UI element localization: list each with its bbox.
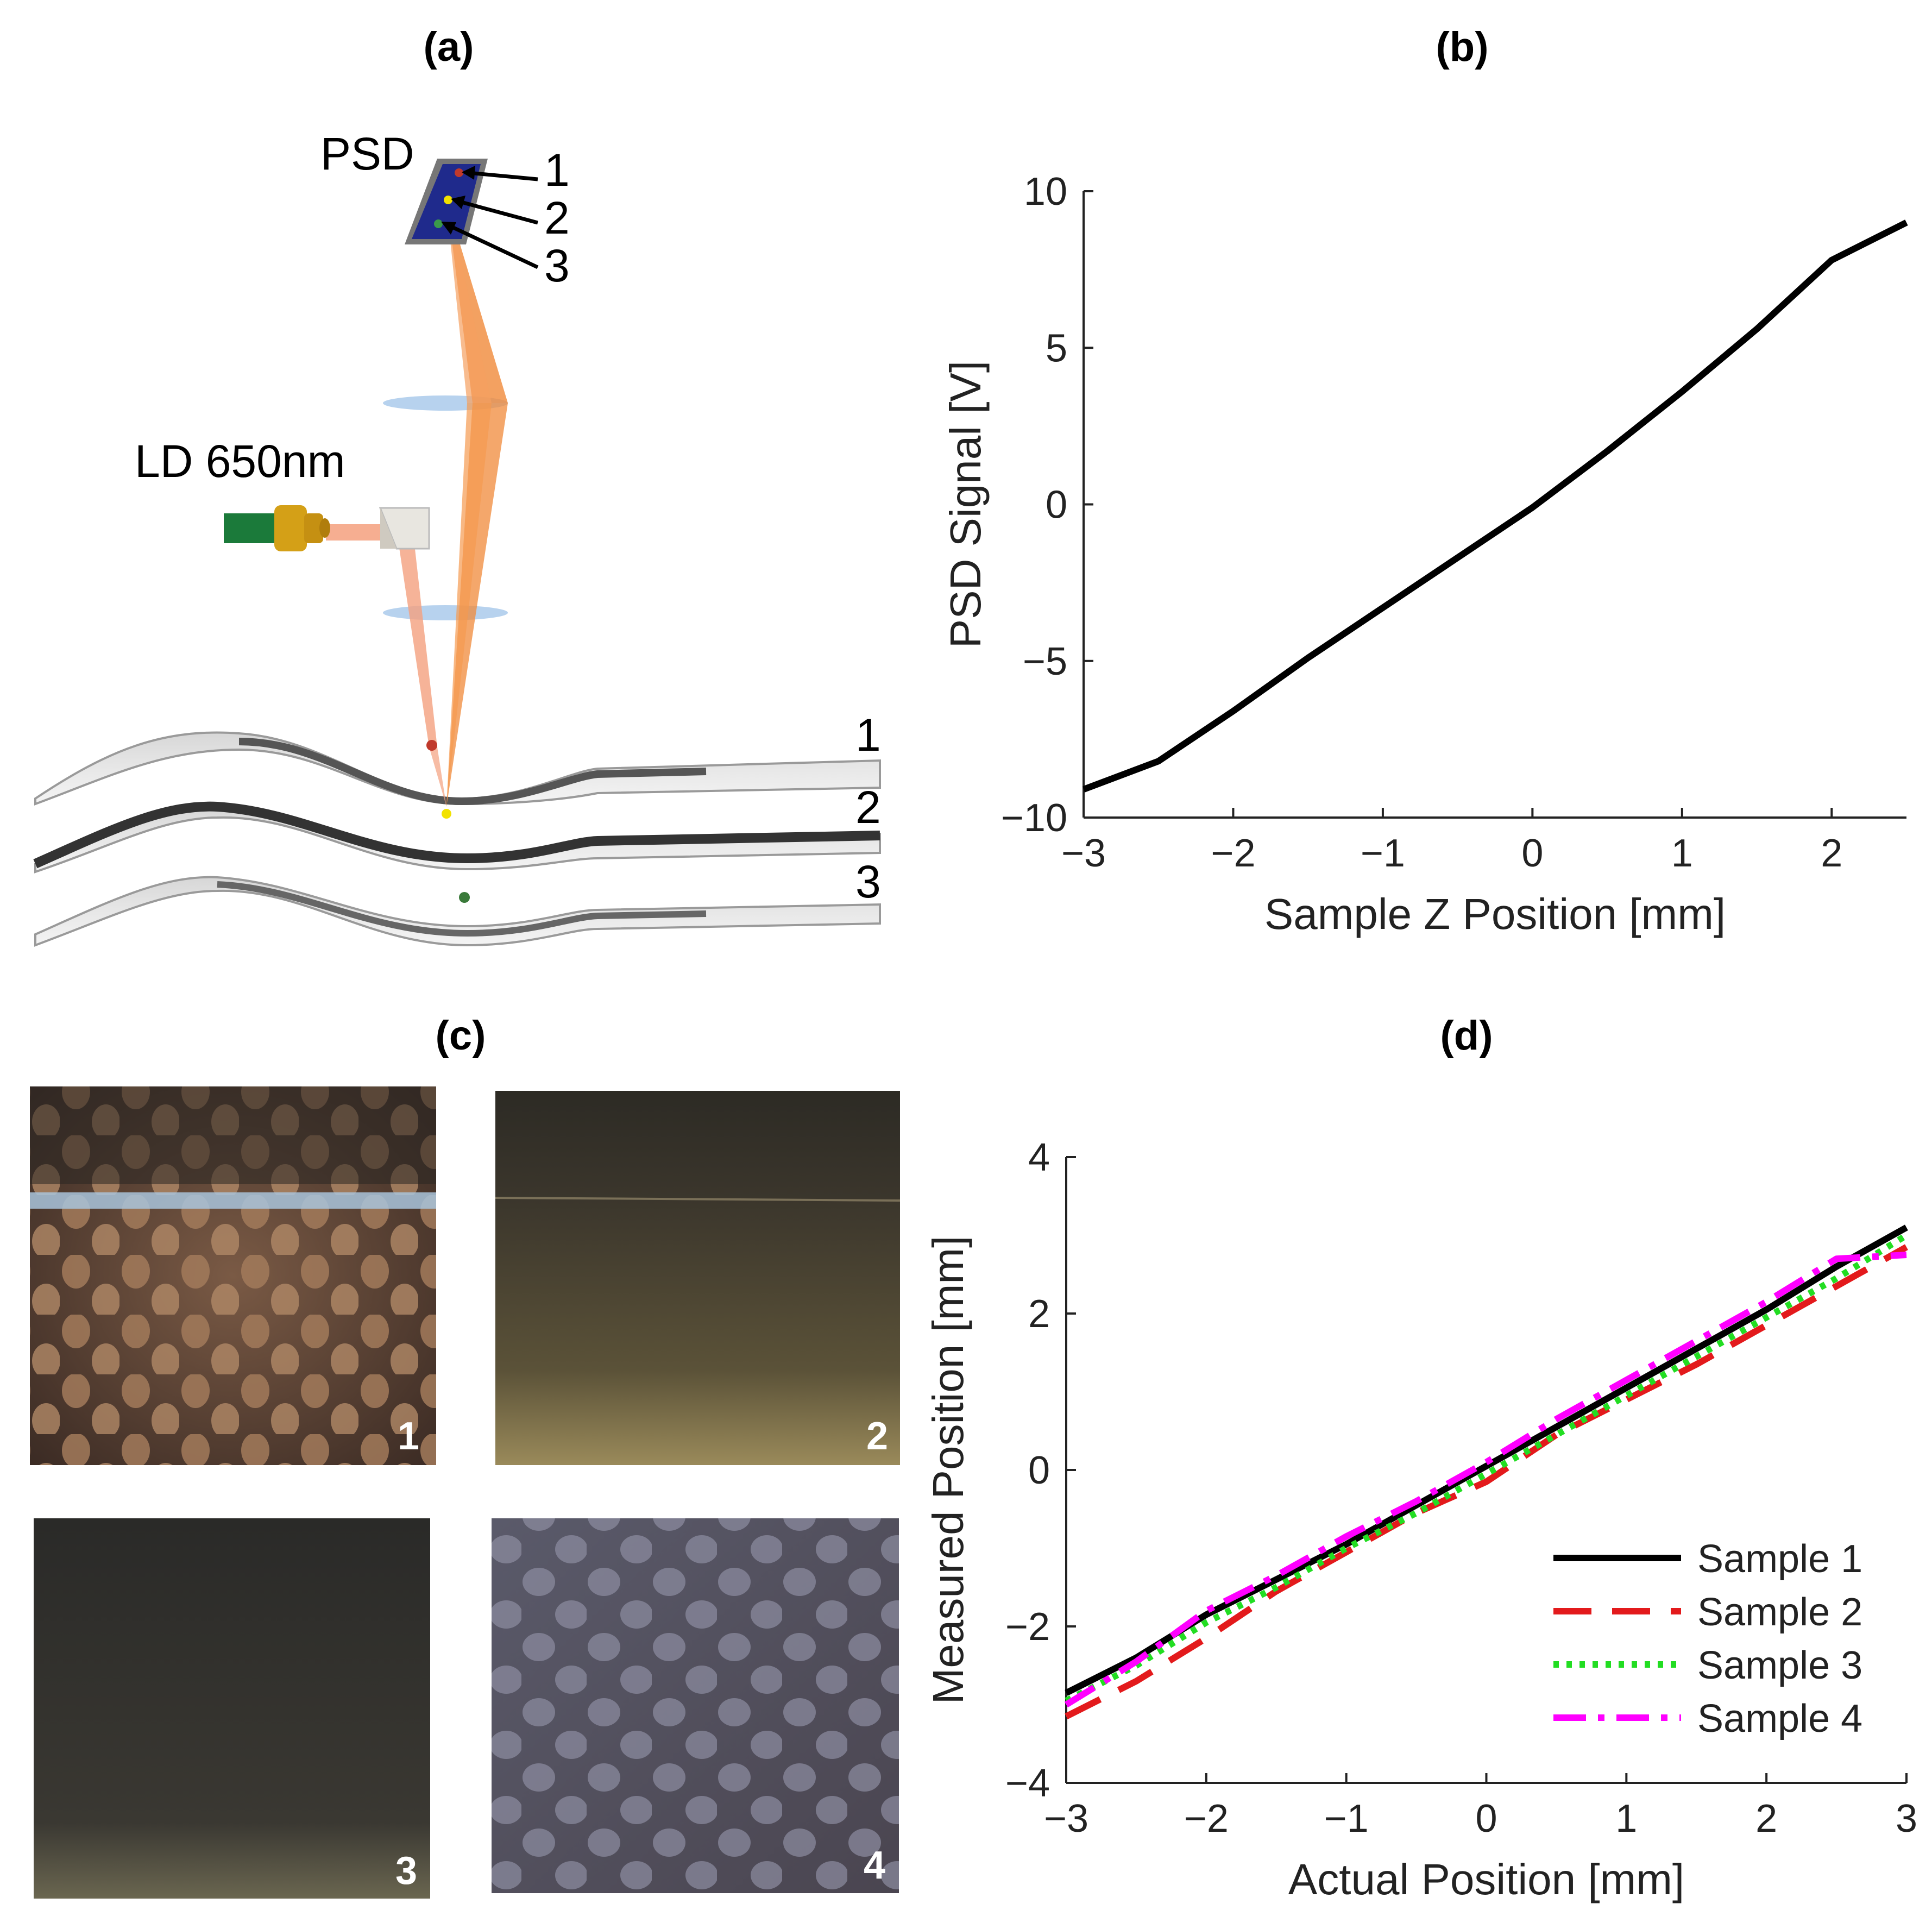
lower-lens — [383, 605, 508, 620]
legend-label-2: Sample 2 — [1697, 1591, 1862, 1634]
panel-c-photos: (c) 1 2 3 4 — [30, 1013, 901, 1899]
x-tick-label: 2 — [1755, 1797, 1777, 1840]
x-tick-label: −1 — [1324, 1797, 1369, 1840]
psd-detector — [405, 159, 488, 244]
y-tick-label: −4 — [1005, 1762, 1050, 1805]
legend-label-3: Sample 3 — [1697, 1644, 1862, 1687]
legend-label-4: Sample 4 — [1697, 1697, 1862, 1741]
y-axis-label: PSD Signal [V] — [941, 361, 990, 648]
y-tick-label: −2 — [1005, 1605, 1050, 1649]
panel-d-label: (d) — [1440, 1013, 1493, 1059]
chart-d-plot: −4 −2 0 2 4 −3 −2 −1 0 1 2 3 Actual Position [mm] Mea… — [924, 1136, 1917, 1903]
psd-spot-label-1: 1 — [544, 144, 570, 196]
spot-surface-2 — [442, 809, 451, 819]
photo-sample-1 — [30, 1086, 436, 1465]
psd-spot-label-3: 3 — [544, 240, 570, 291]
panel-d-chart: (d) −4 −2 0 2 4 −3 −2 −1 0 1 2 3 Actual Position [mm… — [924, 1013, 1917, 1903]
ld-label: LD 650nm — [135, 436, 345, 487]
x-tick-label: 2 — [1821, 832, 1842, 875]
x-tick-label: 1 — [1671, 832, 1693, 875]
sample-surface-2 — [33, 801, 881, 874]
series-line-1 — [1065, 1224, 1908, 1696]
psd-spot-label-2: 2 — [544, 192, 570, 243]
photo-number-4: 4 — [864, 1844, 885, 1887]
sample-surface-3 — [34, 876, 881, 947]
x-tick-label: 3 — [1896, 1797, 1917, 1840]
y-tick-label: 5 — [1046, 326, 1067, 370]
x-tick-label: −3 — [1044, 1797, 1088, 1840]
y-tick-label: −5 — [1023, 640, 1067, 683]
y-tick-label: 10 — [1024, 170, 1067, 213]
x-tick-label: 0 — [1521, 832, 1543, 875]
detection-beam — [446, 224, 508, 807]
beam-mirror — [379, 507, 430, 550]
x-tick-label: −2 — [1211, 832, 1255, 875]
panel-c-label: (c) — [436, 1013, 486, 1059]
y-tick-label: 4 — [1028, 1136, 1050, 1179]
spot-surface-1 — [426, 740, 437, 751]
surface-label-2: 2 — [855, 782, 881, 833]
y-tick-label: −10 — [1001, 796, 1067, 840]
panel-a-diagram: (a) — [33, 24, 881, 947]
x-tick-label: 0 — [1475, 1797, 1497, 1840]
x-axis-label: Sample Z Position [mm] — [1264, 890, 1726, 938]
surface-label-1: 1 — [855, 709, 881, 761]
surface-label-3: 3 — [855, 856, 881, 907]
photo-sample-2 — [495, 1086, 901, 1465]
y-tick-label: 0 — [1046, 483, 1067, 527]
x-tick-label: −2 — [1184, 1797, 1229, 1840]
series-line-2 — [1065, 1244, 1908, 1719]
y-tick-label: 0 — [1028, 1449, 1050, 1492]
x-tick-label: −1 — [1361, 832, 1405, 875]
series-line-4 — [1064, 1252, 1907, 1708]
laser-diode — [224, 505, 330, 551]
y-tick-label: 2 — [1028, 1292, 1050, 1336]
photo-number-2: 2 — [866, 1415, 888, 1458]
photo-number-3: 3 — [395, 1849, 417, 1893]
panel-b-label: (b) — [1436, 24, 1488, 70]
y-axis-label: Measured Position [mm] — [924, 1236, 972, 1705]
sample-surface-1 — [34, 731, 881, 806]
photo-number-1: 1 — [398, 1415, 419, 1458]
spot-surface-3 — [459, 892, 470, 903]
panel-a-label: (a) — [424, 24, 474, 70]
photo-sample-3 — [34, 1518, 430, 1899]
photo-sample-4 — [492, 1518, 899, 1893]
x-tick-label: −3 — [1061, 832, 1106, 875]
psd-label: PSD — [320, 128, 414, 179]
psd-arrows — [441, 166, 539, 269]
x-axis-label: Actual Position [mm] — [1288, 1855, 1684, 1903]
series-line-1 — [1082, 219, 1908, 793]
x-tick-label: 1 — [1615, 1797, 1637, 1840]
legend-label-1: Sample 1 — [1697, 1537, 1862, 1581]
series-line-3 — [1065, 1232, 1909, 1704]
